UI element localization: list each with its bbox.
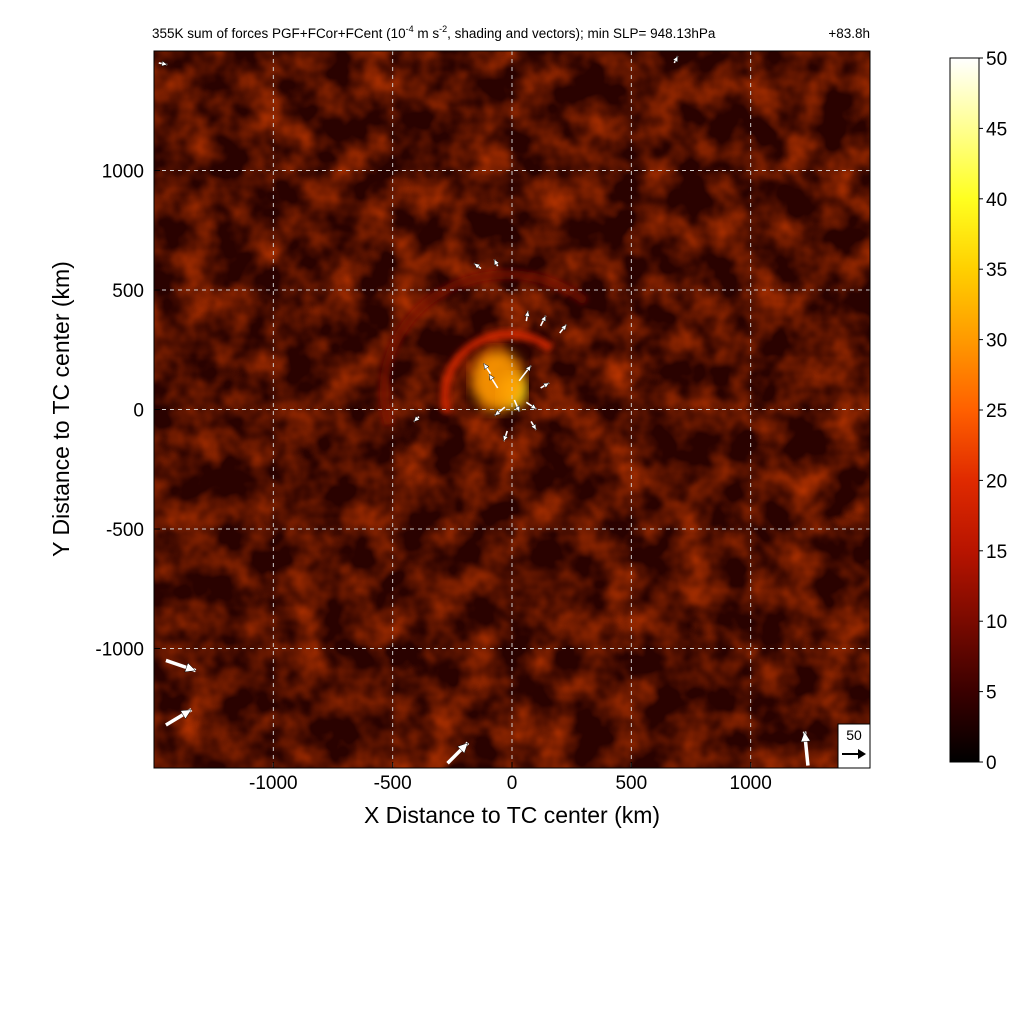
colorbar-tick-label: 25 <box>986 401 1007 422</box>
force-vector <box>413 415 420 423</box>
force-vector <box>473 262 482 270</box>
force-vector <box>524 310 531 322</box>
force-vector <box>539 315 547 327</box>
colorbar-tick-label: 45 <box>986 119 1007 140</box>
force-vector <box>488 373 499 389</box>
force-vector <box>540 382 550 389</box>
y-axis-ticks: -1000 -500 0 500 1000 <box>95 162 160 661</box>
y-tick-label: 0 <box>133 401 144 422</box>
y-tick-label: 1000 <box>102 162 144 183</box>
y-tick-label: -500 <box>106 520 144 541</box>
x-tick-label: -1000 <box>249 773 298 794</box>
colorbar-tick-label: 50 <box>986 49 1007 70</box>
spiral-band-inner <box>440 329 554 415</box>
force-vector <box>525 401 537 410</box>
force-vector <box>165 658 197 673</box>
reference-vector-head <box>858 749 866 759</box>
x-axis-ticks: -1000 -500 0 500 1000 <box>249 762 772 794</box>
colorbar-tick-label: 30 <box>986 331 1007 352</box>
colorbar-tick-label: 20 <box>986 471 1007 492</box>
force-vector <box>530 421 537 431</box>
force-vector <box>800 731 811 766</box>
colorbar: 0 5 10 15 20 25 30 35 40 45 50 <box>949 49 1007 774</box>
force-vector <box>513 399 521 413</box>
x-tick-label: -500 <box>374 773 412 794</box>
force-vector <box>494 406 506 417</box>
x-axis-label: X Distance to TC center (km) <box>364 802 660 828</box>
reference-vector-key: 50 <box>837 723 871 769</box>
heatmap-field <box>154 51 870 768</box>
force-vector <box>165 708 193 727</box>
reference-vector-box <box>837 723 871 769</box>
force-vector <box>446 741 470 765</box>
force-vector <box>672 55 679 64</box>
colorbar-tick-label: 15 <box>986 542 1007 563</box>
chart-title: 355K sum of forces PGF+FCor+FCent (10-4 … <box>152 24 716 41</box>
colorbar-ticks: 0 5 10 15 20 25 30 35 40 45 50 <box>979 49 1007 774</box>
force-vector <box>493 258 500 267</box>
y-tick-label: 500 <box>112 281 144 302</box>
forecast-time-label: +83.8h <box>828 26 870 41</box>
colorbar-tick-label: 10 <box>986 612 1007 633</box>
force-vector <box>559 324 568 334</box>
force-vector <box>158 60 168 67</box>
colorbar-tick-label: 35 <box>986 260 1007 281</box>
colorbar-tick-label: 40 <box>986 190 1007 211</box>
spiral-band-outer <box>379 270 589 426</box>
force-vector <box>518 365 532 382</box>
x-tick-label: 1000 <box>730 773 772 794</box>
heatmap-features <box>379 270 589 426</box>
x-tick-label: 0 <box>507 773 518 794</box>
colorbar-tick-label: 0 <box>986 753 997 774</box>
y-tick-label: -1000 <box>95 640 144 661</box>
reference-vector-label: 50 <box>846 727 862 743</box>
x-tick-label: 500 <box>615 773 647 794</box>
force-vector <box>483 362 492 375</box>
colorbar-tick-label: 5 <box>986 683 997 704</box>
force-vector <box>502 430 509 442</box>
force-vectors <box>158 55 811 766</box>
y-axis-label: Y Distance to TC center (km) <box>48 261 74 557</box>
colorbar-bar <box>949 57 980 763</box>
heatmap-noise-texture <box>154 51 870 768</box>
